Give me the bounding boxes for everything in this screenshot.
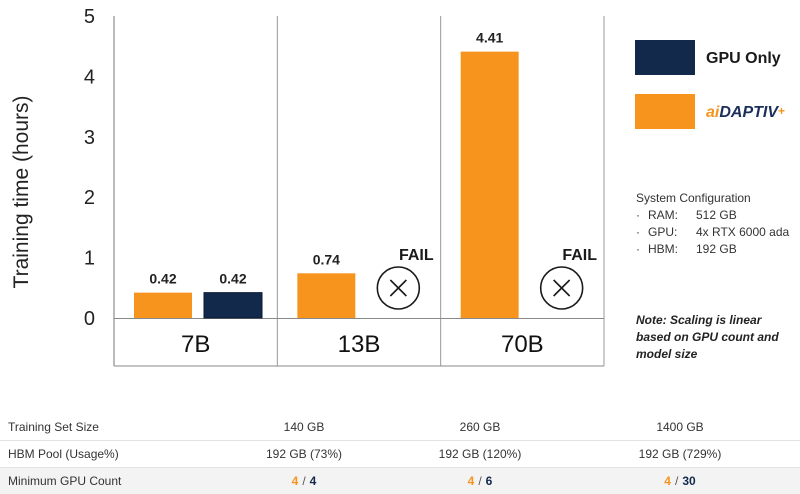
legend-swatch-gpu-only (635, 40, 695, 75)
y-tick-label: 5 (84, 6, 95, 28)
y-tick-label: 2 (84, 187, 95, 209)
row-label: Minimum GPU Count (8, 474, 122, 488)
hbm-key: HBM: (648, 242, 678, 256)
fail-cross-icon (553, 279, 571, 297)
cell-70b: 1400 GB (656, 420, 704, 434)
bar-chart: Training time (hours) 0 1 2 3 4 5 0.42 0.42 0.7… (10, 6, 605, 367)
legend-label-gpu-only: GPU Only (706, 50, 781, 67)
gpu-count-aidaptiv: 4 (467, 474, 475, 488)
system-config-hbm: · HBM: 192 GB (636, 242, 737, 256)
fail-cross-icon (389, 279, 407, 297)
cell-13b: 4/6 (467, 474, 493, 488)
cell-13b: 192 GB (120%) (438, 447, 522, 461)
data-label: 0.42 (149, 271, 176, 287)
legend-label-aidaptiv: aiDAPTIV+ (706, 104, 785, 122)
aidaptiv-logo-plus: + (778, 104, 786, 118)
y-tick-label: 0 (84, 308, 95, 330)
y-axis-ticks: 0 1 2 3 4 5 (84, 6, 95, 330)
bar (134, 292, 192, 318)
table-row-min-gpu-count: Minimum GPU Count 4/4 4/6 4/30 (0, 468, 800, 494)
category-label: 7B (181, 331, 210, 358)
ram-key: RAM: (648, 208, 678, 222)
system-config-ram: · RAM: 512 GB (636, 208, 737, 222)
category-label: 70B (501, 331, 544, 358)
fail-circle-icon (376, 266, 421, 310)
cell-7b: 4/4 (291, 474, 317, 488)
cell-70b: 192 GB (729%) (638, 447, 722, 461)
y-tick-label: 3 (84, 127, 95, 149)
chart-bars: 0.42 0.42 0.74 FAIL 4.41 FAIL (134, 30, 597, 319)
bar (297, 273, 356, 318)
system-configuration: System Configuration · RAM: 512 GB · GPU: 4x… (636, 190, 789, 258)
bar (203, 292, 263, 319)
row-label: HBM Pool (Usage%) (8, 447, 119, 461)
table-row-training-set-size: Training Set Size 140 GB 260 GB 1400 GB (0, 414, 800, 441)
row-label: Training Set Size (8, 420, 99, 434)
gpu-key: GPU: (648, 225, 678, 239)
cell-7b: 192 GB (73%) (265, 447, 343, 461)
gpu-count-gpu-only: 30 (682, 474, 696, 488)
cell-70b: 4/30 (664, 474, 696, 488)
data-label: 0.42 (219, 271, 246, 287)
y-tick-label: 4 (84, 66, 95, 88)
gpu-count-aidaptiv: 4 (664, 474, 671, 488)
fail-circle-icon (539, 266, 584, 310)
system-config-gpu: · GPU: 4x RTX 6000 ada (636, 225, 790, 239)
cell-13b: 260 GB (459, 420, 501, 434)
system-configuration-title: System Configuration (636, 191, 751, 205)
comparison-table: Training Set Size 140 GB 260 GB 1400 GB … (0, 414, 800, 494)
chart-grid (113, 16, 605, 367)
y-axis-label: Training time (hours) (10, 96, 33, 289)
category-labels: 7B 13B 70B (181, 331, 544, 358)
gpu-count-gpu-only: 4 (309, 474, 317, 488)
cell-7b: 140 GB (283, 420, 325, 434)
gpu-value: 4x RTX 6000 ada (696, 225, 790, 239)
table-row-hbm-pool: HBM Pool (Usage%) 192 GB (73%) 192 GB (1… (0, 441, 800, 468)
bar (460, 51, 519, 319)
legend-swatch-aidaptiv (635, 94, 695, 129)
gpu-count-aidaptiv: 4 (291, 474, 299, 488)
aidaptiv-logo-main: DAPTIV (719, 104, 779, 121)
gpu-count-gpu-only: 6 (485, 474, 493, 488)
fail-label: FAIL (399, 247, 434, 264)
category-label: 13B (338, 331, 381, 358)
data-label: 0.74 (313, 251, 340, 267)
fail-label: FAIL (562, 247, 597, 264)
aidaptiv-logo-prefix: ai (706, 104, 720, 121)
ram-value: 512 GB (696, 208, 737, 222)
hbm-value: 192 GB (696, 242, 737, 256)
scaling-note: Note: Scaling is linear based on GPU cou… (636, 313, 779, 361)
y-tick-label: 1 (84, 248, 95, 270)
data-label: 4.41 (476, 30, 503, 46)
